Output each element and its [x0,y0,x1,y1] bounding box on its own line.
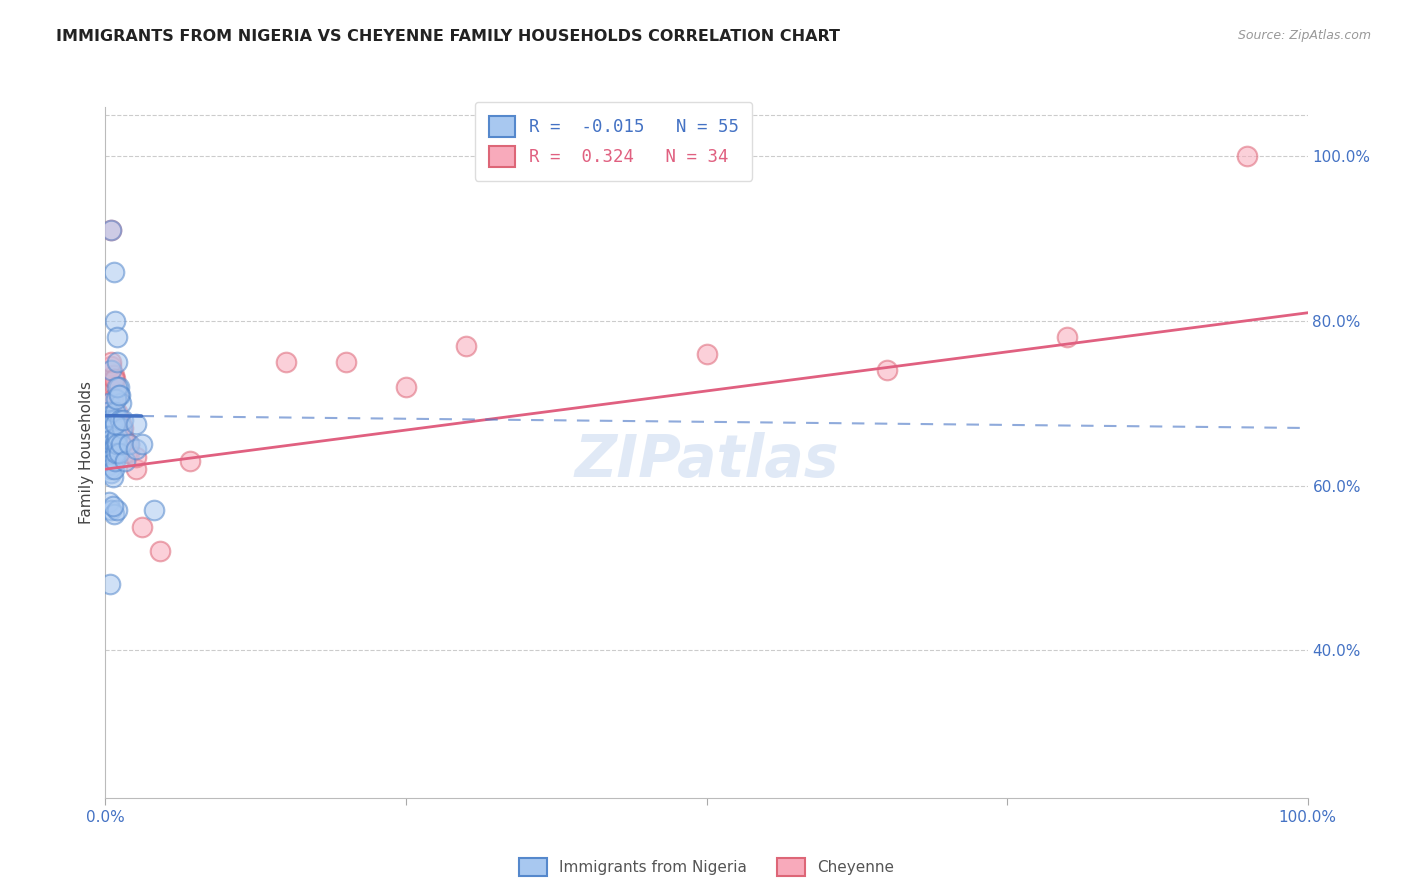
Point [103,368,125,382]
Point [101,499,124,513]
Point [112,429,135,443]
Point [98,495,121,509]
Point [101,421,124,435]
Point [104,437,127,451]
Point [104,404,127,418]
Point [108,413,131,427]
Point [118,437,141,451]
Point [124,442,146,456]
Point [110,396,132,410]
Point [108,413,131,427]
Point [131,520,153,534]
Point [100,417,122,431]
Point [395,380,418,394]
Point [98,409,121,423]
Text: ZIPatlas: ZIPatlas [574,433,839,490]
Point [97,404,120,418]
Point [98,429,121,443]
Point [107,404,129,418]
Point [100,437,122,451]
Point [112,421,135,435]
Point [97,454,120,468]
Point [124,462,146,476]
Point [101,442,124,456]
Point [107,437,129,451]
Point [98,396,121,410]
Point [115,437,138,451]
Point [105,446,128,460]
Point [104,417,127,431]
Point [98,577,121,591]
Point [103,462,125,476]
Point [112,413,135,427]
Text: IMMIGRANTS FROM NIGERIA VS CHEYENNE FAMILY HOUSEHOLDS CORRELATION CHART: IMMIGRANTS FROM NIGERIA VS CHEYENNE FAMI… [56,29,841,44]
Point [131,437,153,451]
Point [98,396,121,410]
Point [103,413,125,427]
Point [148,544,170,558]
Point [100,503,122,517]
Point [100,359,122,374]
Point [124,450,146,464]
Point [104,454,127,468]
Point [124,417,146,431]
Point [100,223,122,237]
Point [1236,149,1258,163]
Point [100,355,122,369]
Point [100,223,122,237]
Point [101,470,124,484]
Point [118,446,141,460]
Point [98,380,121,394]
Point [110,417,132,431]
Y-axis label: Family Households: Family Households [79,381,94,524]
Point [696,347,718,361]
Point [1056,330,1078,344]
Point [100,467,122,481]
Point [115,446,138,460]
Point [107,388,129,402]
Point [107,380,129,394]
Point [104,314,127,328]
Point [142,503,165,517]
Point [104,371,127,385]
Point [274,355,297,369]
Point [107,330,129,344]
Point [104,380,127,394]
Point [107,355,129,369]
Point [98,458,121,472]
Point [103,446,125,460]
Point [108,388,131,402]
Point [101,392,124,407]
Point [107,380,129,394]
Point [118,437,141,451]
Point [876,363,898,377]
Point [98,462,121,476]
Point [114,454,136,468]
Point [98,413,121,427]
Text: Source: ZipAtlas.com: Source: ZipAtlas.com [1237,29,1371,42]
Point [335,355,357,369]
Point [107,503,129,517]
Point [107,446,129,460]
Point [103,508,125,522]
Point [105,434,128,448]
Point [103,265,125,279]
Point [454,339,477,353]
Point [107,429,129,443]
Point [105,392,128,407]
Point [100,363,122,377]
Point [107,413,129,427]
Point [103,371,125,385]
Point [107,388,129,402]
Legend: Immigrants from Nigeria, Cheyenne: Immigrants from Nigeria, Cheyenne [512,850,901,884]
Point [98,434,121,448]
Point [110,437,132,451]
Point [179,454,201,468]
Point [111,421,134,435]
